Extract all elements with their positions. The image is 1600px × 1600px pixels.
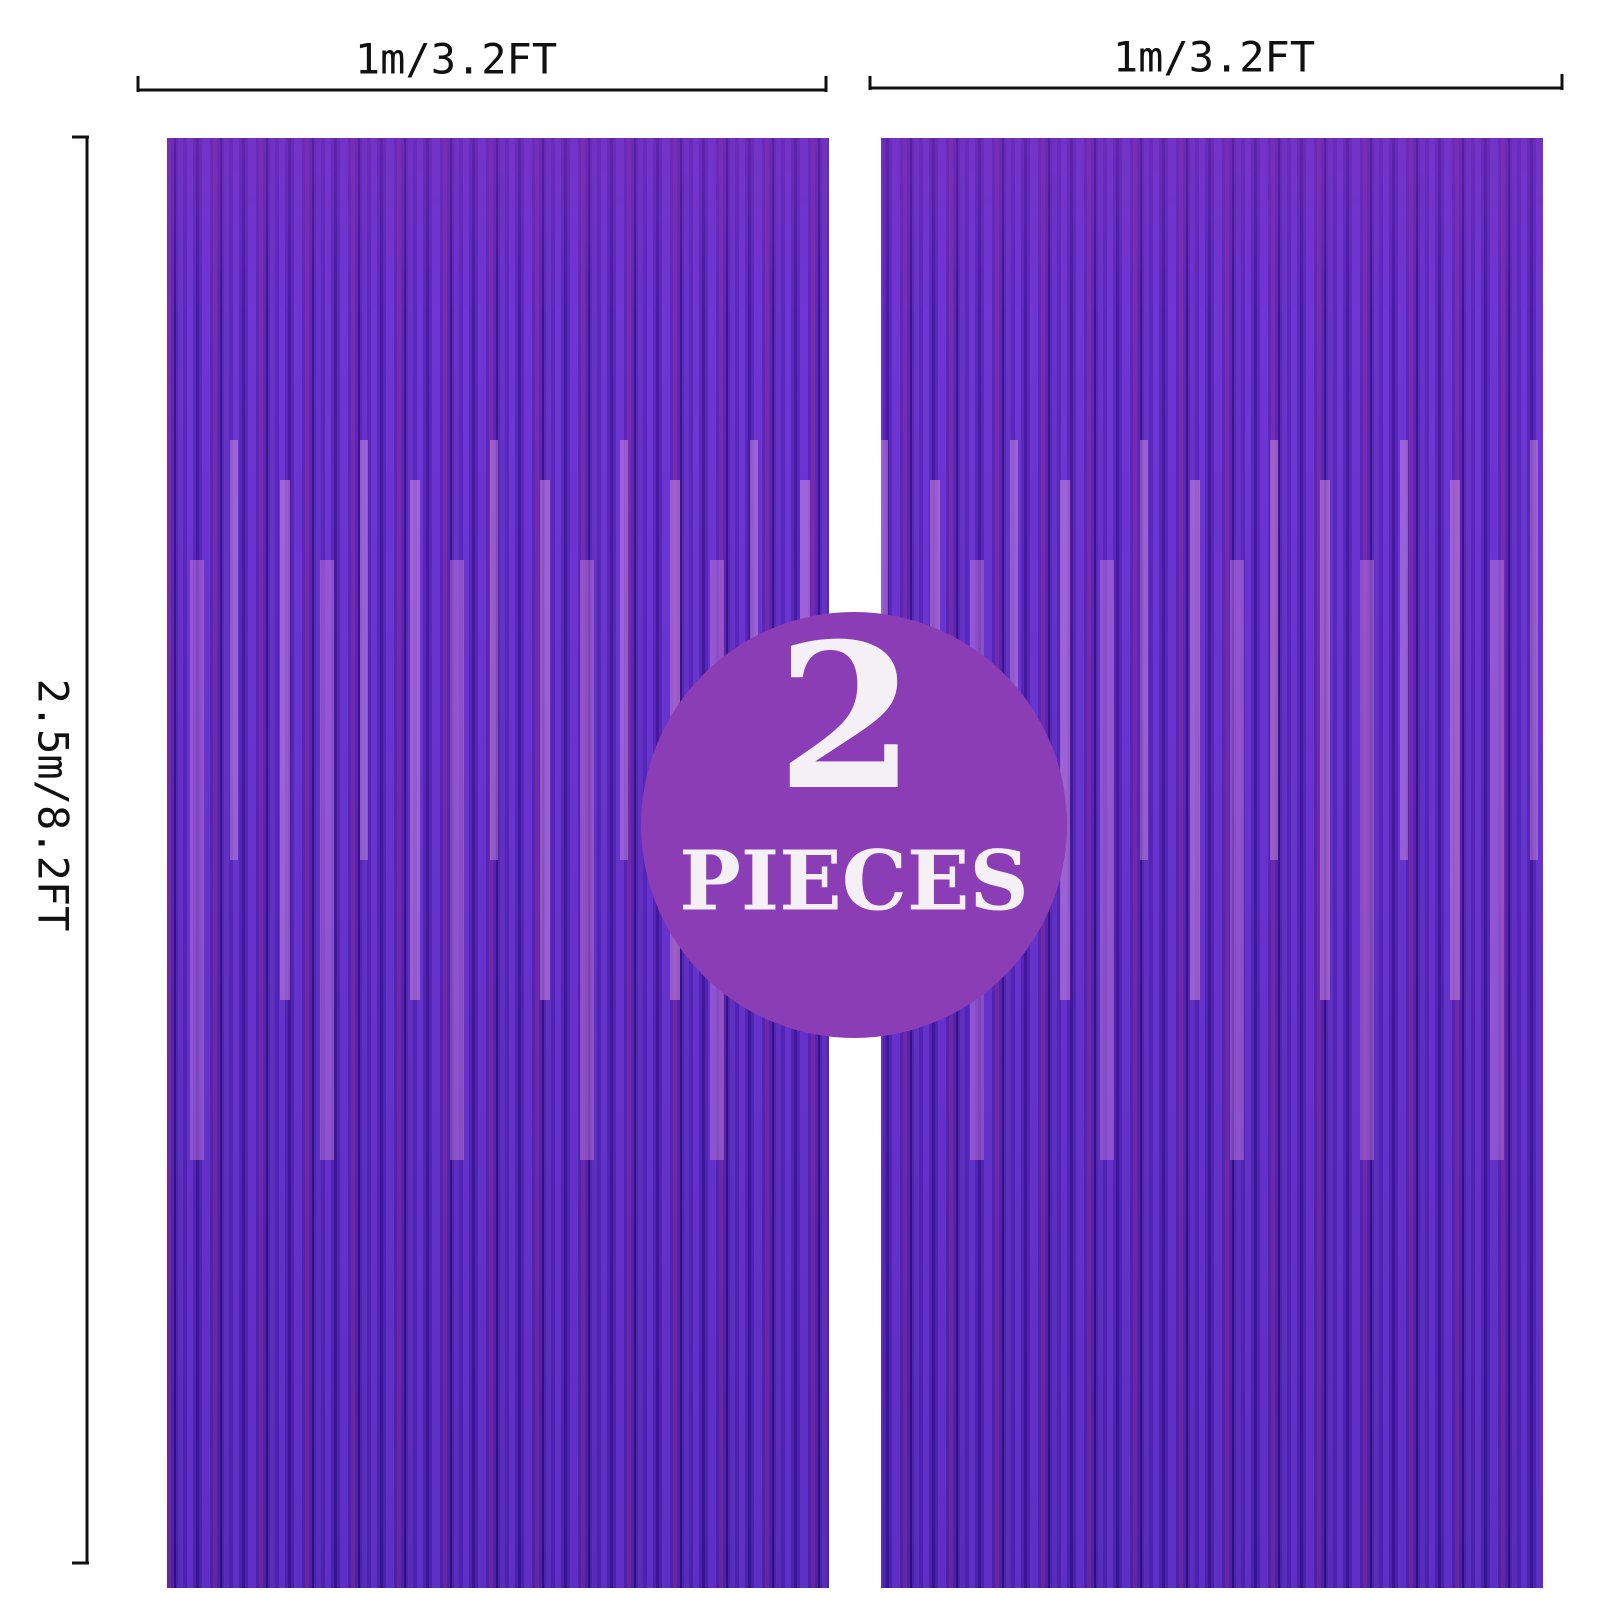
badge-label: PIECES [679,833,1029,929]
badge-circle [641,612,1067,1038]
width-label: 1m/3.2FT [1113,33,1315,82]
height-label: 2.5m/8.2FT [29,679,78,932]
badge-count: 2 [776,600,915,835]
width-label: 1m/3.2FT [355,35,557,84]
width-dimension [136,74,1564,92]
height-dimension [72,135,89,1565]
